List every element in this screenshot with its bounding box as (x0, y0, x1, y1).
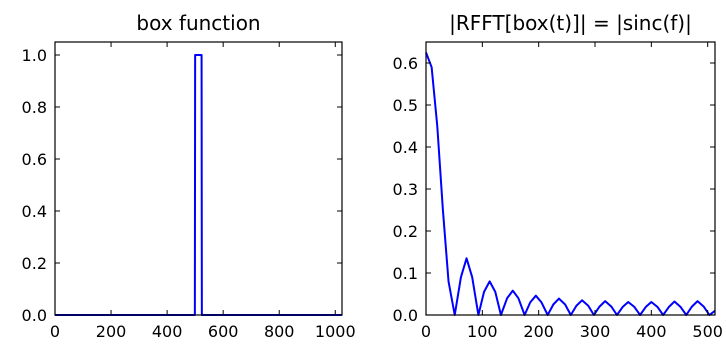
y-tick-label: 0.4 (22, 202, 47, 221)
y-tick-label: 0.5 (393, 96, 418, 115)
axes-frame (425, 41, 716, 316)
axes-frame (54, 41, 343, 316)
series-line (55, 54, 342, 316)
chart-box-function: box function 0 200 400 600 800 1000 0.0 0.2 0.4 0… (22, 11, 356, 341)
chart-title: |RFFT[box(t)]| = |sinc(f)| (449, 11, 692, 35)
x-tick-label: 500 (692, 322, 723, 341)
y-tick-label: 0.0 (22, 306, 47, 325)
chart-rfft-sinc: |RFFT[box(t)]| = |sinc(f)| 0 100 200 300 400… (393, 11, 723, 341)
y-tick-label: 0.4 (393, 138, 418, 157)
y-tick-label: 0.3 (393, 180, 418, 199)
y-tick-label: 0.0 (393, 306, 418, 325)
x-tick-label: 400 (152, 322, 183, 341)
x-tick-label: 800 (264, 322, 295, 341)
y-tick-label: 0.8 (22, 98, 47, 117)
y-tick-label: 1.0 (22, 46, 47, 65)
y-tick-label: 0.6 (393, 54, 418, 73)
x-tick-label: 300 (580, 322, 611, 341)
y-tick-label: 0.1 (393, 264, 418, 283)
x-tick-label: 200 (96, 322, 127, 341)
series-line (425, 52, 716, 316)
x-tick-label: 100 (467, 322, 498, 341)
x-tick-label: 0 (421, 322, 431, 341)
x-tick-label: 1000 (315, 322, 356, 341)
x-tick-label: 600 (208, 322, 239, 341)
x-tick-label: 0 (50, 322, 60, 341)
y-tick-label: 0.2 (22, 254, 47, 273)
y-tick-label: 0.2 (393, 222, 418, 241)
chart-title: box function (136, 11, 260, 35)
x-tick-label: 400 (636, 322, 667, 341)
y-tick-label: 0.6 (22, 150, 47, 169)
x-tick-label: 200 (523, 322, 554, 341)
